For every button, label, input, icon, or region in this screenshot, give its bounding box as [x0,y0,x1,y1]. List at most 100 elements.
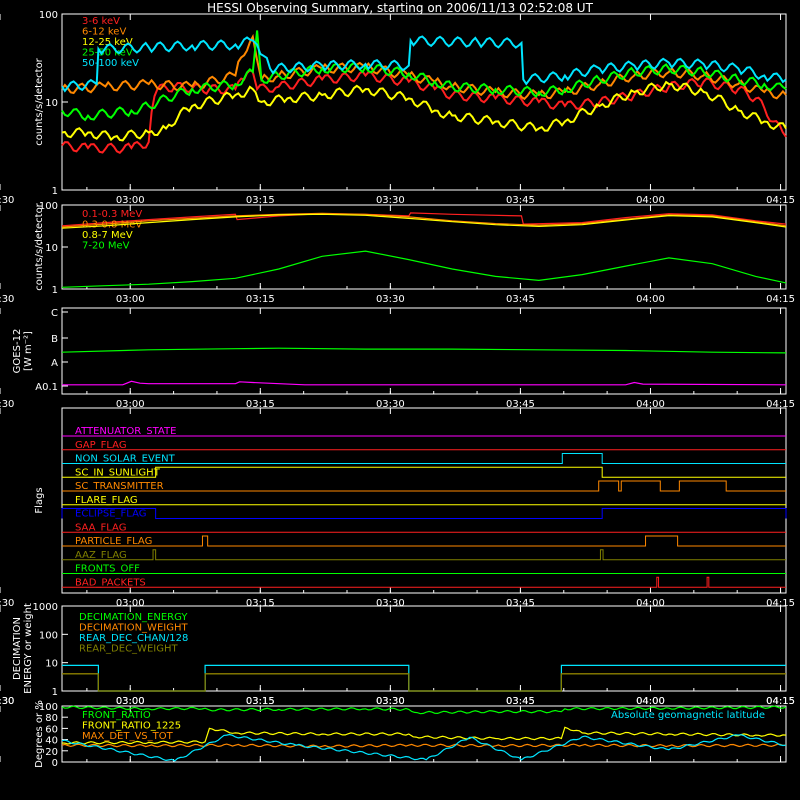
ratios-panel: 03:00 03:15 03:30 03:45 04:00 04:15 04:30 02040… [0,696,795,769]
y-axis-label: DECIMATION [12,617,23,680]
y-tick-label: 100 [39,630,58,641]
series-line [61,212,787,228]
x-tick-label: 04:30 [0,696,14,707]
x-tick-label: 04:15 [766,696,795,707]
flag-label: AAZ_FLAG [75,550,127,561]
series-line [61,733,787,762]
y-tick-label: 1 [52,285,58,296]
legend-entry: REAR_DEC_WEIGHT [79,644,178,655]
y-tick-label: B [51,334,58,345]
x-tick-label: 03:45 [506,294,535,305]
legend-entry: MAX_DET_VS_TOT [82,731,174,742]
legend-entry: REAR_DEC_CHAN/128 [79,633,188,644]
y-tick-label: 10 [45,98,58,109]
flag-label: FRONTS_OFF [75,564,140,575]
x-tick-label: 03:30 [376,195,405,206]
gamma_rates-panel: 03:00 03:15 03:30 03:45 04:00 04:15 04:30 1 10 10… [0,201,795,305]
ratios-frame [61,705,787,763]
flag-trace [62,453,786,464]
x-tick-label: 03:00 [116,399,145,410]
x-tick-label: 03:45 [506,195,535,206]
goes-frame [61,307,787,395]
flag-label: GAP_FLAG [75,440,127,451]
flag-trace [62,576,786,588]
x-tick-label: 04:30 [0,294,14,305]
y-axis-label-2: ENERGY or weight [23,603,34,694]
x-tick-label: 04:00 [636,399,665,410]
x-tick-label: 03:30 [376,598,405,609]
x-tick-label: 04:30 [0,696,14,707]
x-tick-label: 04:00 [636,696,665,707]
flag-label: SC_TRANSMITTER [75,481,164,492]
x-tick-label: 03:30 [376,399,405,410]
x-tick-label: 03:00 [116,195,145,206]
y-tick-label: 60 [45,724,58,735]
x-tick-label: 04:15 [766,294,795,305]
x-tick-label: 04:00 [636,696,665,707]
y-tick-label: 40 [45,736,58,747]
x-tick-label: 03:15 [246,598,275,609]
y-tick-label: 10 [45,659,58,670]
series-line [61,250,787,288]
x-tick-label: 03:45 [506,399,535,410]
y-axis-label: counts/s/detector [34,202,45,290]
legend-entry: DECIMATION_ENERGY [79,612,188,623]
flag-label: ECLIPSE_FLAG [75,509,146,520]
x-tick-label: 03:00 [116,696,145,707]
x-tick-label: 04:00 [636,195,665,206]
series-line [61,30,787,122]
x-tick-label: 04:30 [0,399,14,410]
x-tick-label: 03:45 [506,696,535,707]
y-tick-label: 20 [45,747,58,758]
legend-entry: 7-20 MeV [82,241,130,252]
series-line [61,726,787,745]
panels-layer: 03:0003:1503:3003:4504:0004:1504:3011010… [0,10,795,769]
series-line [61,212,787,227]
x-tick-label: 03:45 [506,696,535,707]
x-tick-label: 03:45 [506,598,535,609]
y-axis-label: Degrees or % [34,700,45,768]
y-tick-label: A0.1 [35,382,58,393]
legend-entry: 25-50 keV [82,48,133,59]
x-tick-label: 04:30 [0,195,14,206]
legend-entry: 3-6 keV [82,16,120,27]
legend-entry: 50-100 keV [82,58,139,69]
y-tick-label: 1 [52,687,58,698]
y-tick-label: A [51,358,58,369]
series-line [61,213,787,229]
series-line [61,347,787,354]
series-line [62,673,786,692]
flag-label: FLARE_FLAG [75,495,138,506]
x-tick-label: 04:00 [636,294,665,305]
x-tick-label: 03:00 [116,696,145,707]
series-line [61,80,787,142]
y-tick-label: 100 [39,201,58,212]
flag-label: BAD_PACKETS [75,577,146,588]
x-tick-label: 04:15 [766,696,795,707]
legend-entry: DECIMATION_WEIGHT [79,623,188,634]
x-tick-label: 03:15 [246,696,275,707]
x-tick-label: 03:15 [246,696,275,707]
hxr_rates-panel: 03:00 03:15 03:30 03:45 04:00 04:15 04:30 1 10 10… [0,10,795,206]
legend-entry: 0.1-0.3 MeV [82,209,142,220]
flag-trace [62,480,786,492]
decimation-panel: 03:00 03:15 03:30 03:45 04:00 04:15 04:30 1 10 10… [0,602,795,707]
y-axis-label-2: [W m⁻²] [23,331,34,371]
x-tick-label: 03:30 [376,696,405,707]
legend-entry: 12-25 keV [82,37,133,48]
y-axis-label: Flags [34,487,45,513]
flag-label: SC_IN_SUNLIGHT [75,467,161,478]
y-axis-label: counts/s/detector [34,57,45,145]
flag-label: SAA_FLAG [75,522,126,533]
y-tick-label: 100 [39,702,58,713]
flag-trace [62,549,786,561]
series-line [61,33,787,101]
legend-entry: FRONT_RATIO_1225 [82,721,181,732]
x-tick-label: 04:15 [766,399,795,410]
y-tick-label: 1000 [33,602,58,613]
flag-label: PARTICLE_FLAG [75,536,152,547]
series-line [61,705,787,715]
x-tick-label: 03:15 [246,195,275,206]
flag-label: NON_SOLAR_EVENT [75,454,176,465]
